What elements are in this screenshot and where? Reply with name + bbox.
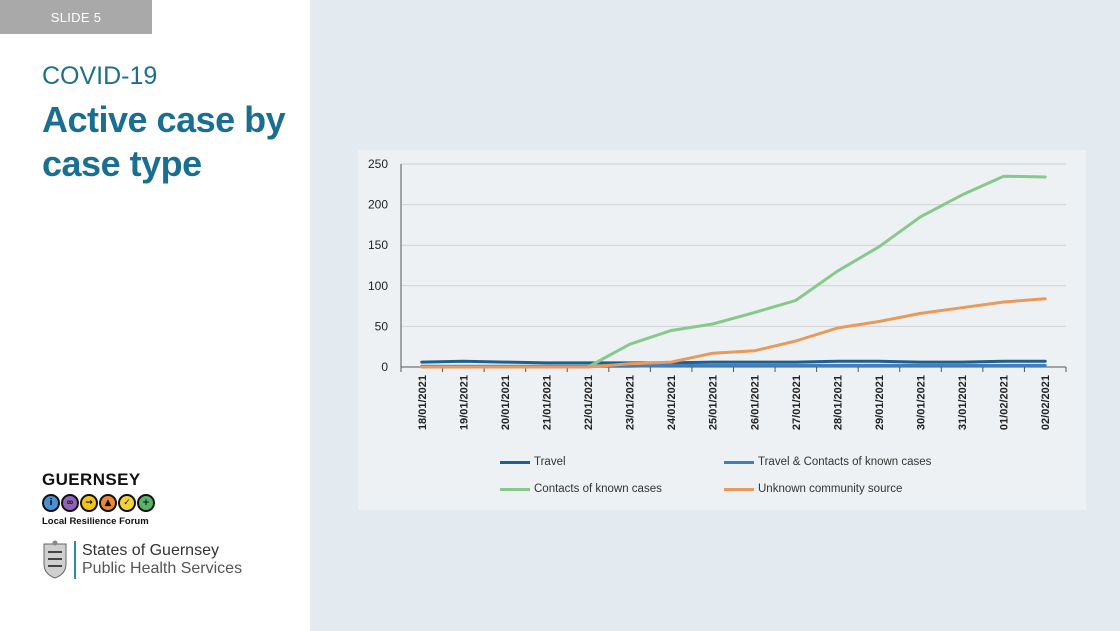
flame-circle-icon: ▲	[99, 494, 117, 512]
x-tick-label: 23/01/2021	[625, 375, 637, 430]
x-tick-label: 31/01/2021	[957, 375, 969, 430]
legend-swatch-unknown	[724, 487, 754, 491]
sog-logo-line2: Public Health Services	[82, 560, 243, 577]
grf-logo-icons: i ∞ → ▲ ✓ +	[42, 493, 182, 513]
check-circle-icon: ✓	[118, 494, 136, 512]
legend-item-contacts: Contacts of known cases	[500, 483, 662, 495]
legend-swatch-contacts	[500, 487, 530, 491]
sog-logo-line1: States of Guernsey	[82, 542, 219, 559]
sog-logo-text: States of Guernsey Public Health Service…	[82, 542, 242, 578]
slide-kicker: COVID-19	[42, 62, 158, 90]
x-tick-label: 27/01/2021	[791, 375, 803, 430]
y-tick-label: 100	[368, 279, 388, 293]
x-tick-label: 02/02/2021	[1040, 375, 1052, 430]
legend-label: Travel	[534, 456, 566, 468]
x-tick-label: 20/01/2021	[500, 375, 512, 430]
grf-logo-name: GUERNSEY	[42, 470, 141, 489]
legend-label: Unknown community source	[758, 483, 903, 495]
x-tick-label: 19/01/2021	[458, 375, 470, 430]
x-tick-label: 21/01/2021	[541, 375, 553, 430]
legend-label: Travel & Contacts of known cases	[758, 456, 932, 468]
x-tick-label: 28/01/2021	[832, 375, 844, 430]
page-title: Active case by case type	[42, 99, 286, 184]
y-tick-label: 150	[368, 238, 388, 252]
legend-swatch-travel-contacts	[724, 460, 754, 464]
x-tick-label: 26/01/2021	[749, 375, 761, 430]
chart-legend: Travel Travel & Contacts of known cases …	[500, 456, 1020, 500]
x-tick-label: 18/01/2021	[417, 375, 429, 430]
states-of-guernsey-logo: States of Guernsey Public Health Service…	[40, 540, 242, 580]
x-tick-label: 24/01/2021	[666, 375, 678, 430]
chart-background	[358, 150, 1086, 510]
legend-swatch-travel	[500, 460, 530, 464]
y-tick-label: 0	[381, 360, 388, 374]
crest-icon	[43, 540, 67, 579]
series-line-0	[420, 359, 1047, 365]
slide-number-tag: SLIDE 5	[0, 0, 152, 34]
legend-item-unknown: Unknown community source	[724, 483, 902, 495]
series-line-3	[420, 297, 1047, 369]
x-tick-label: 30/01/2021	[916, 375, 928, 430]
y-tick-label: 50	[375, 319, 389, 333]
x-tick-label: 22/01/2021	[583, 375, 595, 430]
y-tick-label: 200	[368, 198, 388, 212]
arrow-circle-icon: →	[80, 494, 98, 512]
y-tick-label: 250	[368, 157, 388, 171]
logo-divider	[74, 541, 76, 579]
guernsey-resilience-forum-logo: GUERNSEY i ∞ → ▲ ✓ + Local Resilience Fo…	[42, 470, 182, 527]
x-tick-label: 25/01/2021	[708, 375, 720, 430]
legend-label: Contacts of known cases	[534, 483, 662, 495]
link-circle-icon: ∞	[61, 494, 79, 512]
legend-item-travel: Travel	[500, 456, 566, 468]
legend-item-travel-contacts: Travel & Contacts of known cases	[724, 456, 931, 468]
x-tick-label: 29/01/2021	[874, 375, 886, 430]
x-tick-label: 01/02/2021	[999, 375, 1011, 430]
info-circle-icon: i	[42, 494, 60, 512]
left-panel: SLIDE 5 COVID-19 Active case by case typ…	[0, 0, 310, 631]
plus-circle-icon: +	[137, 494, 155, 512]
grf-logo-subtitle: Local Resilience Forum	[42, 516, 149, 527]
